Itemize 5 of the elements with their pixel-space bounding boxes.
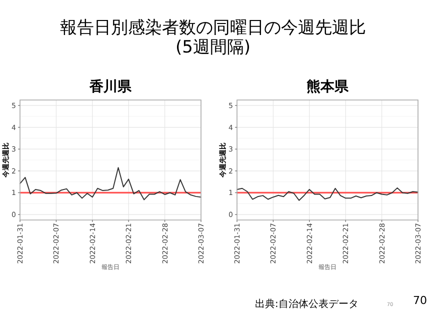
chart-title: 香川県 (88, 79, 132, 95)
text: 報告日別感染者数の同曜日の今週先週比 (5週間隔) (60, 18, 366, 58)
chart-title: 熊本県 (306, 78, 350, 95)
text: 70 (413, 294, 427, 307)
source-note: 出典:自治体公表データ (255, 298, 358, 310)
